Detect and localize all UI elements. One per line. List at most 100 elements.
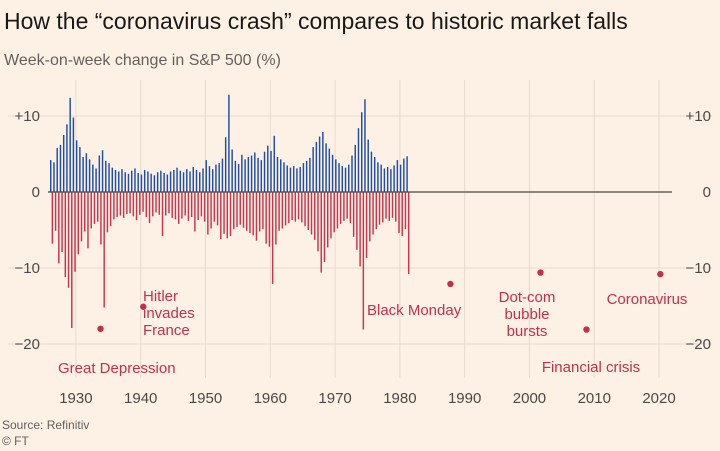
bar xyxy=(404,192,407,230)
bar xyxy=(372,192,374,235)
annotation-label: France xyxy=(143,322,190,339)
bar xyxy=(352,192,355,237)
bar xyxy=(71,192,73,329)
bar xyxy=(239,192,241,225)
bar xyxy=(72,117,75,192)
bar xyxy=(192,166,194,192)
bar xyxy=(399,164,402,192)
bar xyxy=(114,169,117,192)
x-tick-label-1950: 1950 xyxy=(189,390,222,407)
bar xyxy=(318,136,321,192)
bar xyxy=(122,192,125,218)
bar xyxy=(147,171,149,192)
bar xyxy=(199,172,201,192)
bar xyxy=(385,192,387,219)
bar xyxy=(271,192,274,284)
bar xyxy=(291,192,293,221)
bar xyxy=(286,165,288,192)
bar xyxy=(356,192,358,250)
bar xyxy=(370,151,373,192)
bar xyxy=(226,192,229,239)
bar xyxy=(289,167,292,192)
annotation-marker xyxy=(657,270,664,278)
bar xyxy=(244,159,246,192)
annotation-label: Hitler xyxy=(143,288,178,305)
bar xyxy=(173,169,175,192)
bar xyxy=(202,168,204,192)
bar xyxy=(80,192,83,242)
bar xyxy=(331,154,334,192)
bar xyxy=(406,156,408,192)
bar xyxy=(284,192,287,226)
bar xyxy=(396,160,399,192)
y-tick-label-right: −20 xyxy=(686,336,711,353)
bar xyxy=(53,162,55,192)
bar xyxy=(155,192,157,213)
bar xyxy=(105,160,107,192)
bar xyxy=(62,135,65,192)
bar xyxy=(255,192,258,241)
bar xyxy=(92,164,94,192)
y-tick-label-left: 0 xyxy=(32,184,40,201)
bar xyxy=(75,140,78,192)
bar xyxy=(288,192,290,224)
bar xyxy=(301,192,303,223)
annotation-marker xyxy=(447,280,454,288)
bar xyxy=(341,166,344,192)
bar xyxy=(346,192,348,219)
x-tick-label-1970: 1970 xyxy=(318,390,351,407)
bar xyxy=(67,192,70,288)
x-tick-label-1930: 1930 xyxy=(59,390,92,407)
annotation-label: Coronavirus xyxy=(607,291,688,308)
bar xyxy=(111,167,114,192)
bar xyxy=(326,192,329,248)
bar xyxy=(194,192,196,232)
bar xyxy=(247,157,250,192)
bar xyxy=(127,173,130,192)
bar xyxy=(79,147,81,192)
bar xyxy=(268,192,271,247)
bar xyxy=(137,173,139,192)
bar xyxy=(108,163,110,192)
bar xyxy=(297,192,300,220)
bar xyxy=(309,157,311,192)
bar-series xyxy=(50,94,410,330)
bar xyxy=(275,192,277,245)
bar xyxy=(101,150,104,192)
bar xyxy=(177,192,180,224)
annotation-label: bubble xyxy=(504,306,549,323)
bar xyxy=(304,192,306,227)
bar xyxy=(344,167,347,192)
bar xyxy=(391,192,394,218)
bar xyxy=(260,160,263,192)
bar xyxy=(258,192,261,232)
bar xyxy=(398,192,400,234)
x-tick-label-2010: 2010 xyxy=(578,390,611,407)
bar xyxy=(270,150,272,192)
annotation-label: invades xyxy=(143,305,195,322)
bar xyxy=(203,192,206,222)
bar xyxy=(84,192,86,232)
bar xyxy=(77,192,79,255)
bar xyxy=(118,171,120,192)
chart-subtitle: Week-on-week change in S&P 500 (%) xyxy=(4,52,281,69)
bar xyxy=(343,192,345,221)
bar xyxy=(367,139,369,192)
bar xyxy=(200,192,203,217)
bar xyxy=(276,157,279,192)
y-tick-label-right: +10 xyxy=(686,108,711,125)
annotation-marker xyxy=(140,303,147,310)
bar xyxy=(369,192,371,242)
bar xyxy=(407,192,410,275)
bar xyxy=(152,192,154,217)
bar xyxy=(103,192,105,308)
bar xyxy=(231,149,233,192)
bar xyxy=(283,162,285,192)
bar xyxy=(224,137,227,192)
bar xyxy=(354,144,356,192)
bar xyxy=(174,192,177,220)
bar xyxy=(382,192,384,223)
annotation-label: Dot-com xyxy=(499,289,556,306)
bar xyxy=(197,192,199,221)
